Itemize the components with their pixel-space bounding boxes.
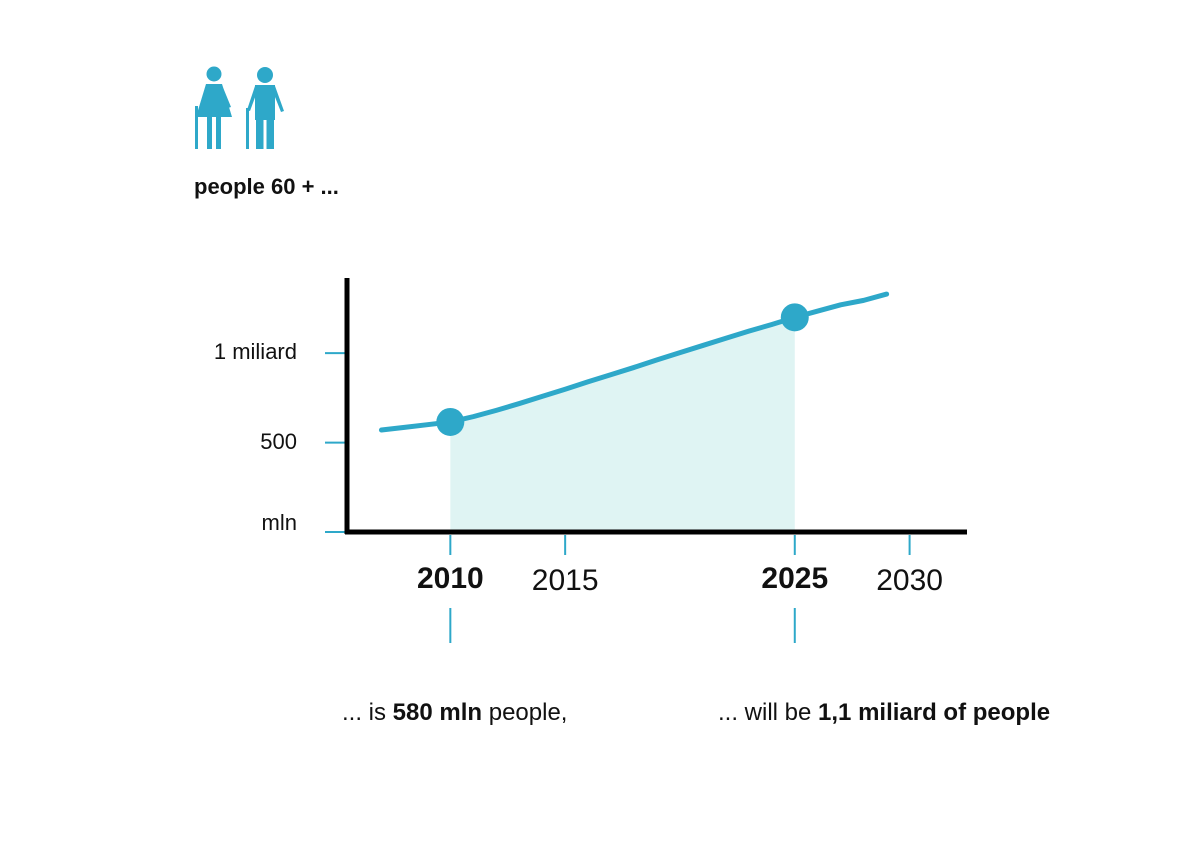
x-tick-label-2015: 2015 [531, 564, 599, 597]
y-tick-label-2: 1 miliard [213, 339, 297, 365]
caption-2025-prefix: ... will be [718, 699, 819, 726]
caption-2010: ... is 580 mln people, [342, 699, 567, 727]
caption-2010-value: 580 mln [392, 699, 483, 726]
chart-subtitle: people 60 + ... [194, 174, 339, 199]
data-point-2010 [436, 407, 465, 436]
y-tick-label-0: mln [261, 510, 297, 535]
caption-2025: ... will be 1,1 miliard of people [718, 699, 1050, 727]
highlight-area [450, 317, 795, 532]
caption-2010-suffix: people, [482, 699, 568, 726]
caption-2010-prefix: ... is [342, 699, 393, 726]
elderly-people-icons [193, 66, 288, 150]
elderly-man-icon [246, 67, 284, 149]
x-tick-label-2010: 2010 [416, 562, 484, 595]
y-tick-label-1: 500 [260, 428, 297, 454]
elderly-woman-icon [195, 66, 232, 149]
x-tick-label-2030: 2030 [876, 564, 943, 597]
elderly-people-icon-group [195, 66, 284, 149]
caption-2025-value: 1,1 miliard of people [818, 699, 1051, 726]
x-tick-label-2025: 2025 [761, 562, 829, 595]
data-point-2025 [780, 303, 809, 332]
